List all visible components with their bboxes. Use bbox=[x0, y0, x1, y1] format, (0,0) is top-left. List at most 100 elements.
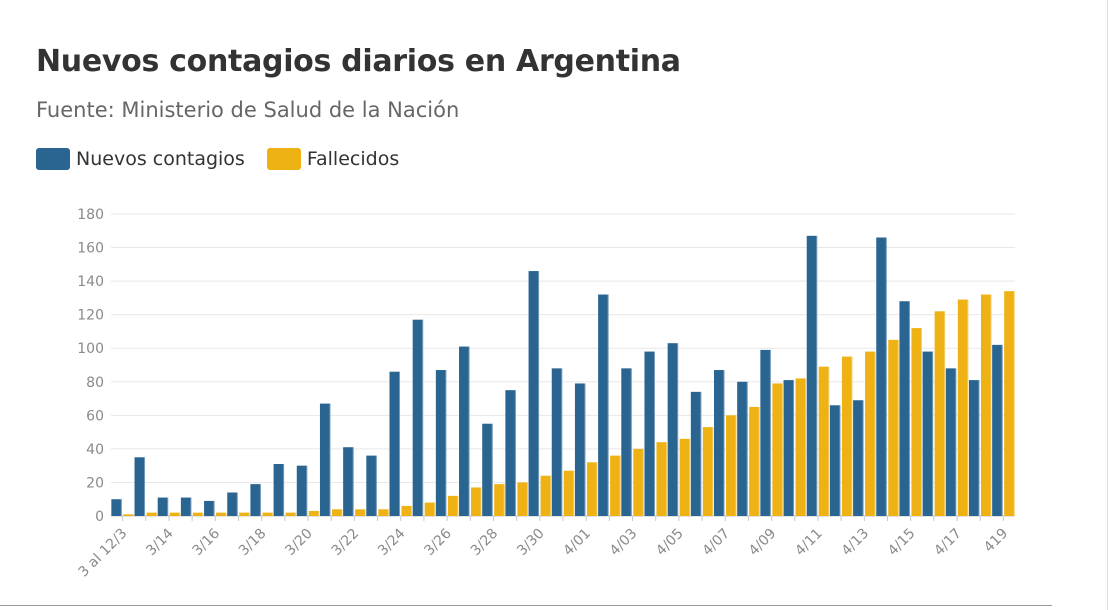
bar-contagios bbox=[574, 383, 586, 516]
bar-contagios bbox=[621, 368, 632, 516]
x-tick-label: 4/17 bbox=[931, 526, 965, 560]
bar-fallecidos bbox=[957, 299, 969, 516]
bar-fallecidos bbox=[563, 470, 575, 516]
bar-fallecidos bbox=[610, 455, 621, 516]
bar-chart: 0 20 40 60 80 100 120 140 160 180 3 al 12/3 3/14 3/1… bbox=[75, 207, 1015, 581]
y-tick-label: 180 bbox=[77, 207, 104, 223]
bar-fallecidos bbox=[865, 351, 876, 516]
bar-contagios bbox=[992, 344, 1003, 516]
bar-contagios bbox=[435, 370, 447, 516]
x-tick-label: 419 bbox=[981, 526, 1011, 556]
bar-contagios bbox=[528, 271, 540, 516]
bar-contagios bbox=[829, 405, 841, 516]
bar-fallecidos bbox=[702, 427, 714, 516]
bar-contagios bbox=[714, 370, 725, 516]
y-tick-label: 20 bbox=[86, 475, 104, 491]
bottom-rule bbox=[0, 605, 1052, 606]
bar-fallecidos bbox=[656, 442, 667, 516]
x-tick-label: 3/30 bbox=[514, 526, 548, 560]
bar-fallecidos bbox=[447, 495, 459, 516]
bar-fallecidos bbox=[355, 509, 366, 516]
x-tick-label: 4/05 bbox=[653, 526, 687, 560]
bar-contagios bbox=[157, 497, 169, 516]
x-tick-label: 3/20 bbox=[282, 526, 316, 560]
bar-contagios bbox=[227, 492, 238, 516]
y-tick-label: 120 bbox=[77, 308, 104, 324]
chart-subtitle: Fuente: Ministerio de Salud de la Nación bbox=[36, 98, 460, 122]
bar-contagios bbox=[922, 351, 934, 516]
bar-fallecidos bbox=[192, 512, 204, 516]
bar-contagios bbox=[968, 380, 980, 516]
y-tick-label: 0 bbox=[95, 509, 104, 525]
bar-fallecidos bbox=[772, 383, 783, 516]
y-tick-label: 60 bbox=[86, 408, 104, 424]
legend-label-contagios: Nuevos contagios bbox=[76, 148, 245, 170]
bar-fallecidos bbox=[911, 328, 922, 516]
bar-contagios bbox=[690, 391, 702, 516]
bar-contagios bbox=[505, 390, 516, 516]
y-tick-label: 40 bbox=[86, 442, 104, 458]
bar-contagios bbox=[296, 465, 308, 516]
x-tick-label: 3/26 bbox=[421, 525, 455, 559]
bar-contagios bbox=[806, 235, 818, 517]
bar-contagios bbox=[134, 457, 146, 516]
bar-fallecidos bbox=[494, 484, 505, 516]
x-tick-label: 3/22 bbox=[329, 526, 363, 560]
bar-fallecidos bbox=[216, 512, 227, 516]
bar-fallecidos bbox=[308, 510, 320, 516]
legend-swatch-fallecidos bbox=[266, 148, 301, 170]
legend-label-fallecidos: Fallecidos bbox=[306, 148, 400, 170]
bar-fallecidos bbox=[262, 512, 273, 516]
y-tick-label: 80 bbox=[86, 375, 104, 391]
bar-contagios bbox=[111, 499, 122, 516]
bar-fallecidos bbox=[934, 311, 946, 516]
x-tick-label: 4/13 bbox=[839, 526, 873, 560]
legend-swatch-contagios bbox=[36, 148, 70, 170]
x-tick-label: 4/03 bbox=[607, 526, 641, 560]
bar-fallecidos bbox=[285, 512, 297, 516]
bar-contagios bbox=[319, 403, 331, 516]
bar-fallecidos bbox=[841, 356, 853, 516]
x-tick-label: 4/11 bbox=[792, 526, 826, 560]
chart-title: Nuevos contagios diarios en Argentina bbox=[36, 44, 681, 79]
x-tick-label: 4/01 bbox=[560, 526, 594, 560]
bar-contagios bbox=[482, 423, 493, 516]
x-tick-label: 4/09 bbox=[746, 526, 780, 560]
bar-fallecidos bbox=[540, 475, 552, 516]
bar-contagios bbox=[853, 400, 864, 516]
x-tick-label: 4/15 bbox=[885, 526, 919, 560]
bar-fallecidos bbox=[239, 512, 250, 516]
y-tick-label: 140 bbox=[77, 274, 104, 290]
bar-fallecidos bbox=[749, 406, 760, 516]
bar-contagios bbox=[899, 301, 910, 516]
bar-contagios bbox=[250, 484, 261, 516]
bar-contagios bbox=[273, 463, 285, 516]
bar-contagios bbox=[180, 497, 192, 516]
legend-item-contagios[interactable]: Nuevos contagios bbox=[36, 148, 245, 170]
bar-contagios bbox=[760, 349, 771, 516]
bar-fallecidos bbox=[980, 294, 992, 516]
x-tick-label: 3/14 bbox=[143, 525, 177, 559]
bar-fallecidos bbox=[586, 462, 598, 516]
bar-contagios bbox=[876, 237, 887, 516]
x-tick-label: 3/28 bbox=[468, 526, 502, 560]
bar-contagios bbox=[667, 343, 679, 516]
x-tick-label: 3/24 bbox=[375, 525, 409, 559]
bar-fallecidos bbox=[795, 378, 807, 516]
bar-fallecidos bbox=[146, 512, 158, 516]
bar-contagios bbox=[644, 351, 655, 516]
bar-fallecidos bbox=[517, 482, 528, 516]
bar-contagios bbox=[343, 447, 354, 516]
x-tick-label: 4/07 bbox=[700, 526, 734, 560]
y-tick-label: 160 bbox=[77, 241, 104, 257]
x-tick-label: 3 al 12/3 bbox=[75, 526, 130, 581]
bar-contagios bbox=[945, 368, 957, 516]
bar-fallecidos bbox=[424, 502, 436, 516]
bar-fallecidos bbox=[888, 339, 899, 516]
legend-item-fallecidos[interactable]: Fallecidos bbox=[266, 148, 400, 170]
bar-contagios bbox=[737, 381, 748, 516]
bar-fallecidos bbox=[123, 514, 134, 516]
bar-contagios bbox=[389, 371, 400, 516]
bar-contagios bbox=[783, 380, 795, 516]
x-tick-label: 3/18 bbox=[236, 526, 270, 560]
